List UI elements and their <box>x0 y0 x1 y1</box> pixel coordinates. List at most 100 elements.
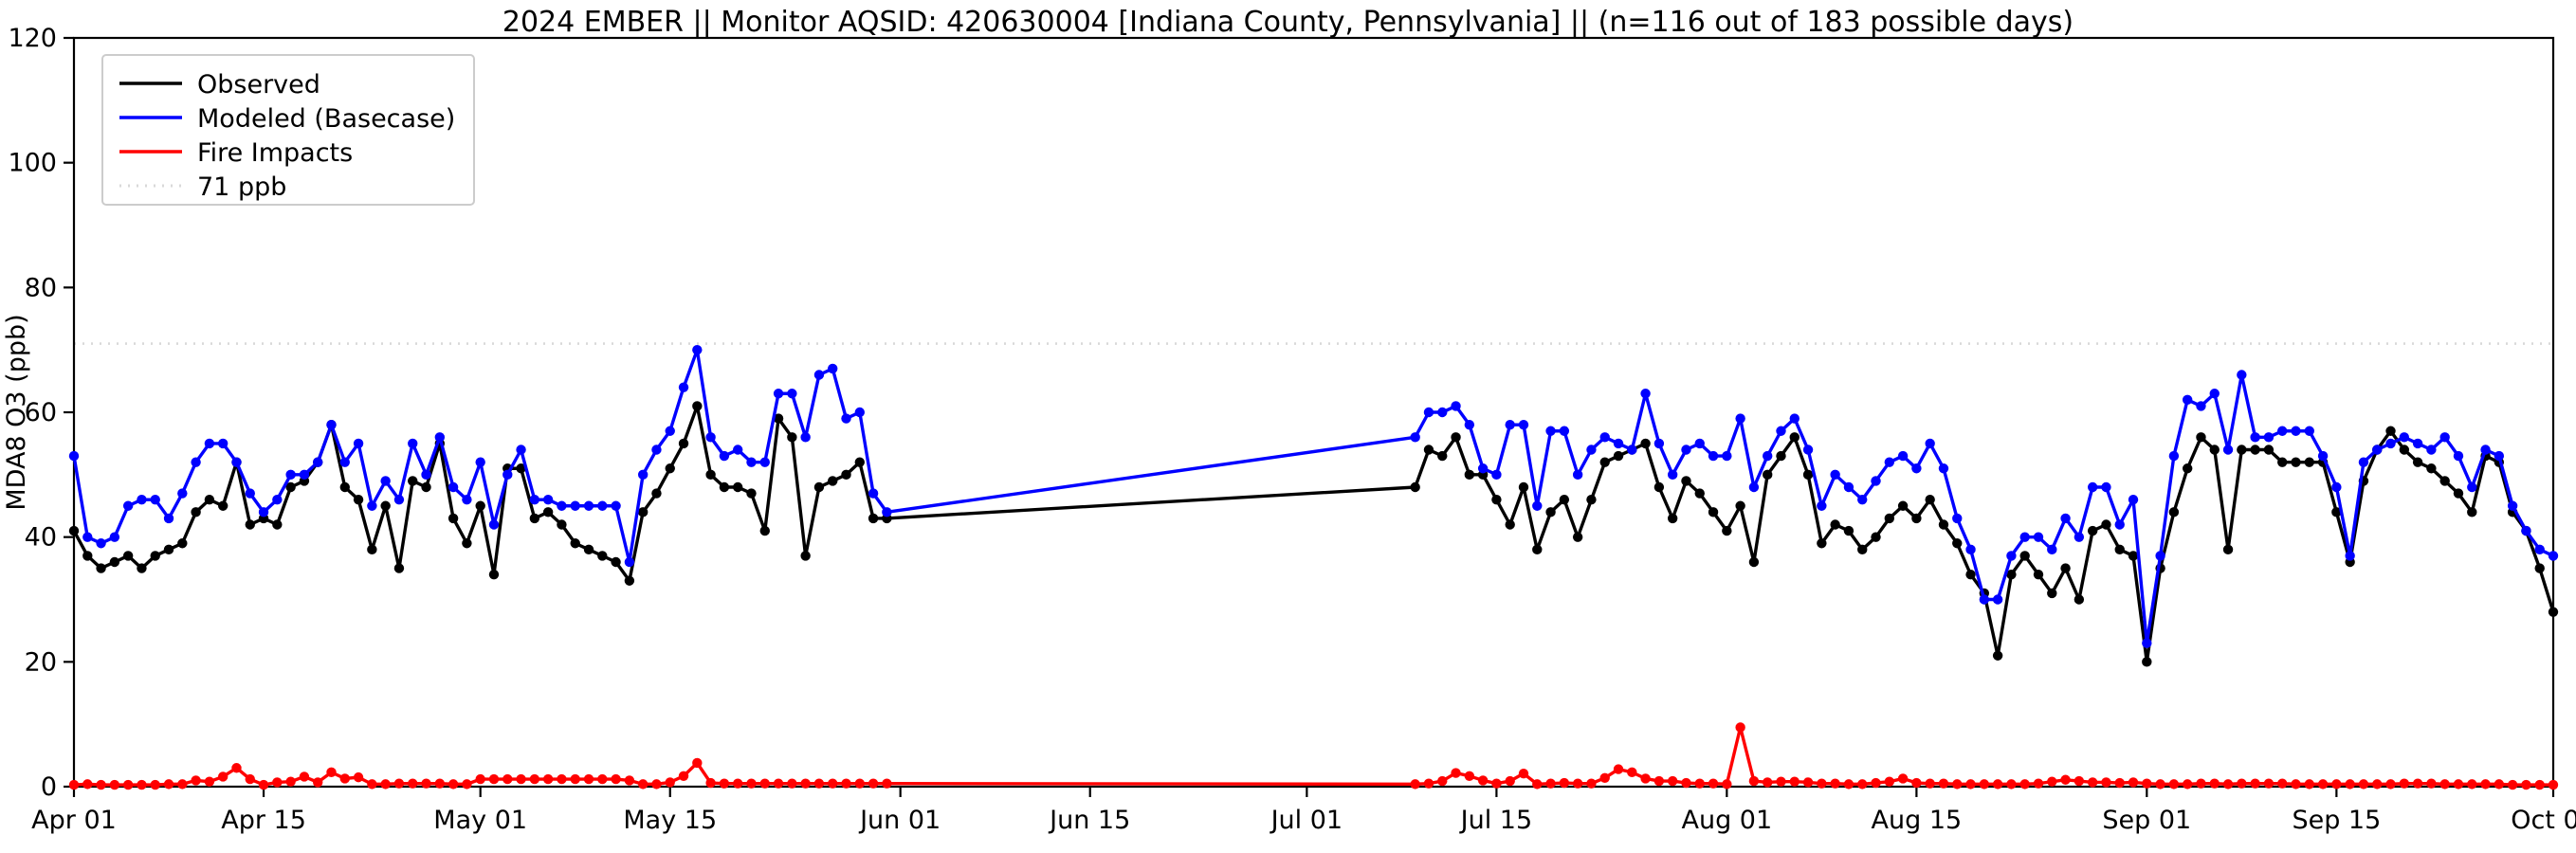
data-point <box>841 778 851 789</box>
data-point <box>1722 450 1732 462</box>
data-point <box>488 569 500 580</box>
data-point <box>353 494 364 505</box>
data-point <box>475 773 485 785</box>
data-point <box>1627 445 1637 455</box>
data-point <box>272 494 283 505</box>
data-point <box>678 382 689 392</box>
data-point <box>109 556 120 568</box>
data-point <box>1559 777 1570 789</box>
data-point <box>462 779 472 789</box>
data-point <box>1789 776 1800 787</box>
data-point <box>1640 773 1651 784</box>
data-point <box>380 476 391 486</box>
data-point <box>1640 389 1651 399</box>
data-point <box>828 476 838 486</box>
data-point <box>380 779 391 789</box>
data-point <box>299 469 310 481</box>
data-point <box>1437 407 1448 418</box>
data-point <box>1667 469 1678 481</box>
data-point <box>367 500 377 511</box>
data-point <box>2128 551 2139 561</box>
data-point <box>177 538 188 549</box>
data-point <box>1911 513 1922 524</box>
data-point <box>732 481 743 493</box>
data-point <box>868 513 879 524</box>
y-tick-label: 80 <box>25 273 57 302</box>
legend-label: Fire Impacts <box>197 138 353 168</box>
data-point <box>2087 777 2098 788</box>
data-point <box>1464 469 1475 481</box>
data-point <box>1532 779 1543 789</box>
data-point <box>692 401 703 411</box>
data-point <box>1938 778 1949 789</box>
data-point <box>1545 426 1556 436</box>
y-tick-label: 60 <box>25 398 57 427</box>
data-point <box>258 779 269 790</box>
data-point <box>678 438 689 449</box>
data-point <box>1857 544 1868 555</box>
data-point <box>1776 450 1786 462</box>
data-point <box>1776 776 1786 787</box>
data-point <box>1640 438 1651 449</box>
data-point <box>408 778 418 789</box>
data-point <box>434 778 446 789</box>
data-point <box>2033 778 2044 789</box>
data-point <box>2222 779 2234 789</box>
data-point <box>1938 463 1949 474</box>
data-point <box>2101 519 2111 530</box>
data-point <box>2209 389 2220 399</box>
data-point <box>1965 544 1976 555</box>
data-point <box>217 500 228 511</box>
data-point <box>326 419 337 430</box>
data-point <box>258 507 269 517</box>
data-point <box>1464 419 1475 430</box>
data-point <box>1763 469 1773 481</box>
data-point <box>367 779 377 789</box>
data-point <box>502 773 513 785</box>
data-point <box>1532 500 1543 511</box>
data-point <box>2155 551 2165 561</box>
data-point <box>1817 778 1827 789</box>
data-point <box>759 457 770 467</box>
data-point <box>1653 438 1665 449</box>
data-point <box>1925 778 1935 789</box>
data-point <box>2006 569 2017 580</box>
y-tick-label: 100 <box>8 149 57 178</box>
data-point <box>2196 401 2206 411</box>
data-point <box>462 538 472 549</box>
data-point <box>96 538 106 549</box>
data-point <box>1911 463 1922 474</box>
series-modeled-basecase <box>68 344 2559 648</box>
data-point <box>570 538 580 549</box>
data-point <box>1505 775 1515 787</box>
data-point <box>122 551 134 561</box>
data-point <box>2291 426 2301 436</box>
data-point <box>191 507 201 517</box>
data-point <box>841 469 851 481</box>
data-point <box>2453 488 2464 499</box>
data-point <box>1518 481 1529 493</box>
data-point <box>611 500 621 511</box>
data-point <box>583 500 594 511</box>
data-point <box>516 463 526 474</box>
data-point <box>2507 779 2518 790</box>
data-point <box>2534 779 2545 790</box>
data-point <box>787 389 797 399</box>
data-point <box>1871 777 1881 789</box>
data-point <box>1857 494 1868 505</box>
data-point <box>2494 450 2505 462</box>
data-point <box>1451 432 1461 443</box>
data-point <box>2291 457 2301 467</box>
data-point <box>1911 777 1922 789</box>
data-point <box>2128 494 2139 505</box>
data-point <box>231 457 242 467</box>
x-tick-label: Sep 01 <box>2102 806 2191 835</box>
data-point <box>746 488 757 499</box>
data-point <box>1952 538 1963 549</box>
data-point <box>2074 775 2085 787</box>
data-point <box>68 779 80 790</box>
data-point <box>2182 779 2193 789</box>
data-point <box>502 469 513 481</box>
data-point <box>421 469 431 481</box>
